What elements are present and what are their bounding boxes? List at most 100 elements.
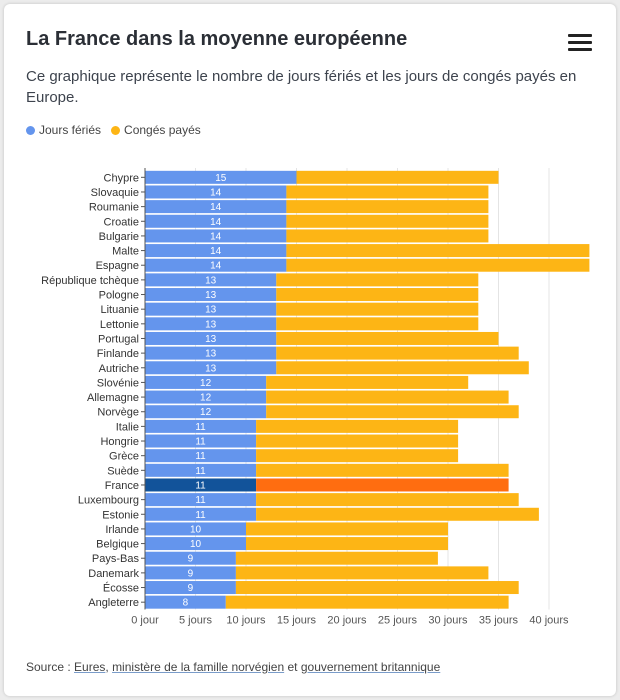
bar-conges-payes	[276, 346, 519, 360]
x-tick-label: 40 jours	[529, 615, 569, 627]
bar-jours-feries	[145, 229, 287, 243]
source-link-eures[interactable]: Eures	[74, 660, 106, 674]
bar-data-label: 12	[200, 393, 212, 404]
category-label: Lettonie	[100, 319, 139, 331]
bar-data-label: 11	[195, 510, 206, 521]
bar-conges-payes	[286, 185, 489, 199]
source-link-gouvernement[interactable]: gouvernement britannique	[300, 660, 441, 674]
bar-data-label: 11	[195, 437, 206, 448]
bar-conges-payes	[296, 170, 499, 184]
bar-data-label: 10	[190, 524, 202, 535]
bar-conges-payes	[276, 273, 479, 287]
category-label: Malte	[112, 246, 139, 258]
bar-jours-feries	[145, 346, 277, 360]
bar-data-label: 12	[200, 378, 212, 389]
bar-jours-feries	[145, 288, 277, 302]
bar-data-label: 14	[210, 261, 222, 272]
category-label: Estonie	[102, 509, 139, 521]
bar-jours-feries	[145, 581, 236, 595]
x-tick-label: 35 jours	[479, 615, 519, 627]
bar-data-label: 15	[215, 173, 227, 184]
page-title: La France dans la moyenne européenne	[26, 28, 408, 50]
chart-subtitle: Ce graphique représente le nombre de jou…	[26, 68, 577, 106]
chart-legend: Jours fériés Congés payés	[26, 123, 211, 137]
bar-conges-payes	[286, 244, 590, 258]
bar-conges-payes	[256, 449, 459, 463]
bar-jours-feries	[145, 493, 257, 507]
bar-jours-feries	[145, 302, 277, 316]
category-label: Autriche	[99, 363, 139, 375]
bar-conges-payes	[256, 493, 519, 507]
bar-jours-feries	[145, 331, 277, 345]
menu-line-icon	[568, 48, 592, 51]
category-label: Norvège	[97, 407, 139, 419]
bar-jours-feries	[145, 405, 267, 419]
bar-data-label: 8	[183, 598, 189, 609]
bar-jours-feries	[145, 419, 257, 433]
bar-conges-payes	[256, 507, 539, 521]
legend-item-conges-payes[interactable]: Congés payés	[111, 123, 201, 137]
x-tick-label: 20 jours	[327, 615, 367, 627]
bar-data-label: 11	[195, 480, 206, 491]
bar-conges-payes	[235, 566, 489, 580]
bar-jours-feries	[145, 361, 277, 375]
hamburger-menu-icon[interactable]	[568, 34, 594, 52]
bar-jours-feries	[145, 566, 236, 580]
legend-label: Congés payés	[124, 123, 201, 137]
bar-jours-feries	[145, 273, 277, 287]
x-tick-label: 10 jours	[226, 615, 266, 627]
chart-source: Source : Eures, ministère de la famille …	[26, 660, 440, 674]
bar-conges-payes	[256, 419, 459, 433]
category-label: Grèce	[109, 451, 139, 463]
x-tick-label: 0 jour	[131, 615, 159, 627]
bar-data-label: 13	[205, 319, 217, 330]
bar-jours-feries	[145, 200, 287, 214]
x-tick-label: 25 jours	[378, 615, 418, 627]
bar-data-label: 13	[205, 349, 217, 360]
category-label: Suède	[107, 465, 139, 477]
bar-jours-feries	[145, 449, 257, 463]
bar-data-label: 11	[195, 466, 206, 477]
bar-data-label: 13	[205, 363, 217, 374]
category-label: Slovénie	[97, 377, 139, 389]
bar-conges-payes	[276, 302, 479, 316]
bar-jours-feries	[145, 375, 267, 389]
bar-jours-feries	[145, 507, 257, 521]
category-label: Pologne	[99, 290, 139, 302]
bar-data-label: 13	[205, 275, 217, 286]
bar-jours-feries	[145, 214, 287, 228]
bar-data-label: 12	[200, 407, 212, 418]
bar-conges-payes	[246, 537, 448, 551]
bar-conges-payes	[225, 595, 509, 609]
bar-conges-payes	[286, 200, 489, 214]
category-label: Irlande	[105, 524, 139, 536]
bar-data-label: 13	[205, 290, 217, 301]
category-label: Croatie	[104, 216, 139, 228]
menu-line-icon	[568, 41, 592, 44]
category-label: Roumanie	[89, 202, 139, 214]
category-label: Danemark	[88, 568, 139, 580]
bar-data-label: 9	[188, 554, 194, 565]
bar-data-label: 14	[210, 231, 222, 242]
bar-data-label: 11	[195, 422, 206, 433]
legend-label: Jours fériés	[39, 123, 102, 137]
category-label: Écosse	[103, 582, 139, 595]
bar-conges-payes	[235, 551, 438, 565]
bar-jours-feries	[145, 478, 257, 492]
legend-item-jours-feries[interactable]: Jours fériés	[26, 123, 101, 137]
x-tick-label: 30 jours	[428, 615, 468, 627]
bar-conges-payes	[235, 581, 519, 595]
bar-data-label: 9	[188, 583, 194, 594]
bar-data-label: 14	[210, 202, 222, 213]
category-label: Luxembourg	[78, 495, 139, 507]
bar-conges-payes	[256, 463, 509, 477]
category-label: Chypre	[104, 172, 139, 184]
bar-jours-feries	[145, 170, 297, 184]
bar-data-label: 14	[210, 187, 222, 198]
category-label: Hongrie	[100, 436, 139, 448]
bar-conges-payes	[256, 434, 459, 448]
source-link-ministere[interactable]: ministère de la famille norvégien	[112, 660, 285, 674]
legend-dot-icon	[111, 125, 121, 135]
menu-line-icon	[568, 34, 592, 37]
bar-jours-feries	[145, 317, 277, 331]
